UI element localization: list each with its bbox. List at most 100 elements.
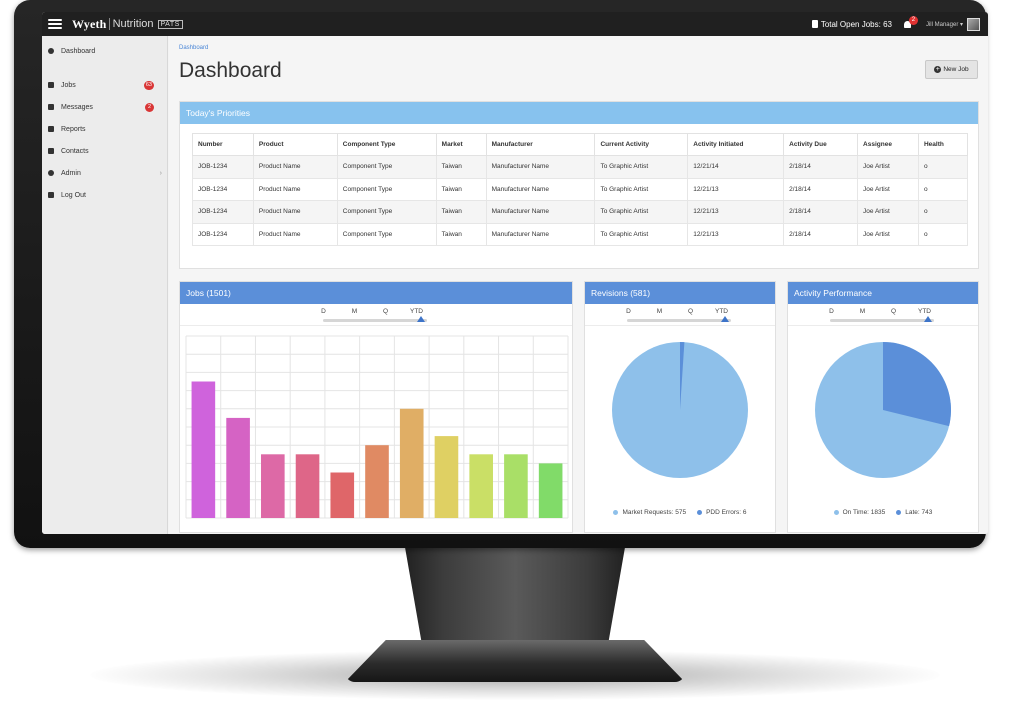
monitor-screen: Wyeth Nutrition PATS Total Open Jobs: 63… [42, 12, 988, 534]
bar[interactable] [399, 408, 424, 518]
sidebar-item-label: Reports [61, 125, 86, 133]
table-cell: Joe Artist [857, 222, 919, 246]
user-menu[interactable]: Jill Manager ▾ [925, 17, 980, 31]
sidebar-item-contacts[interactable]: Contacts [42, 143, 168, 159]
period-slider-thumb[interactable] [924, 316, 932, 322]
bar[interactable] [469, 454, 493, 518]
period-option-ytd[interactable]: YTD [715, 308, 728, 315]
sidebar-item-messages[interactable]: Messages 2 [42, 99, 168, 115]
table-cell: Product Name [252, 155, 338, 179]
period-slider-thumb[interactable] [721, 316, 729, 322]
hamburger-menu-icon[interactable] [48, 19, 62, 29]
period-selector[interactable]: D M Q YTD [585, 304, 775, 326]
period-selector[interactable]: D M Q YTD [180, 304, 572, 326]
jobs-chart-panel: Jobs (1501) D M Q YTD [179, 281, 573, 533]
table-cell: 12/21/14 [687, 155, 785, 179]
table-header-row: Number Product Component Type Market Manufac… [192, 133, 969, 156]
legend-dot-icon [896, 510, 902, 515]
period-labels: D M Q YTD [816, 308, 940, 315]
table-row[interactable]: JOB-1234 Product Name Component Type Taiwan… [192, 177, 969, 201]
sidebar: Dashboard Jobs 63 Messages 2 Reports Con… [42, 36, 168, 534]
legend-item: On Time: 1835 [833, 509, 885, 516]
dashboard-icon [48, 48, 54, 54]
period-option-d[interactable]: D [829, 308, 834, 315]
table-cell: 2/18/14 [783, 177, 859, 201]
user-name: Jill Manager ▾ [925, 21, 963, 28]
period-slider-track[interactable] [627, 316, 731, 322]
monitor-bezel: Wyeth Nutrition PATS Total Open Jobs: 63… [14, 0, 988, 548]
activity-chart-panel: Activity Performance D M Q YTD [787, 281, 979, 533]
period-option-ytd[interactable]: YTD [918, 308, 931, 315]
jobs-bar-chart [185, 335, 569, 519]
column-header[interactable]: Component Type [336, 133, 437, 156]
new-job-button[interactable]: + New Job [925, 60, 978, 79]
table-cell: JOB-1234 [192, 155, 254, 179]
revisions-legend: Market Requests: 575 PDD Errors: 6 [585, 509, 775, 516]
table-cell: Product Name [252, 200, 338, 224]
table-cell: o [917, 155, 969, 179]
period-option-m[interactable]: M [351, 308, 358, 315]
bar[interactable] [226, 417, 250, 518]
bar[interactable] [538, 463, 563, 518]
period-option-m[interactable]: M [656, 308, 663, 315]
sidebar-item-dashboard[interactable]: Dashboard [42, 43, 168, 59]
table-cell: Taiwan [435, 155, 487, 179]
sidebar-item-logout[interactable]: Log Out [42, 187, 168, 203]
breadcrumb[interactable]: Dashboard [179, 45, 209, 51]
period-option-m[interactable]: M [859, 308, 866, 315]
sidebar-item-label: Messages [61, 103, 93, 111]
table-cell: To Graphic Artist [594, 222, 689, 246]
table-row[interactable]: JOB-1234 Product Name Component Type Taiwan… [192, 155, 969, 179]
bar[interactable] [434, 436, 459, 518]
table-cell: To Graphic Artist [594, 177, 689, 201]
column-header[interactable]: Market [435, 133, 487, 156]
period-option-q[interactable]: Q [382, 308, 389, 315]
bar[interactable] [261, 454, 285, 518]
period-option-d[interactable]: D [626, 308, 631, 315]
notifications-button[interactable]: 2 [902, 16, 918, 30]
column-header[interactable]: Activity Due [783, 133, 859, 156]
pie-slice[interactable] [680, 342, 685, 410]
period-labels: D M Q YTD [308, 308, 432, 315]
table-row[interactable]: JOB-1234 Product Name Component Type Taiwan… [192, 222, 969, 246]
table-cell: Component Type [336, 155, 437, 179]
column-header[interactable]: Product [252, 133, 338, 156]
sidebar-item-admin[interactable]: Admin › [42, 165, 168, 181]
activity-pie-chart [815, 342, 951, 478]
table-cell: Taiwan [435, 177, 487, 201]
open-jobs-link[interactable]: Total Open Jobs: 63 [811, 20, 892, 29]
sidebar-item-jobs[interactable]: Jobs 63 [42, 77, 168, 93]
column-header[interactable]: Assignee [857, 133, 919, 156]
table-cell: JOB-1234 [192, 222, 254, 246]
bar[interactable] [330, 472, 355, 519]
period-selector[interactable]: D M Q YTD [788, 304, 978, 326]
bar[interactable] [504, 454, 528, 518]
legend-label: PDD Errors: 6 [706, 509, 747, 516]
period-option-d[interactable]: D [321, 308, 326, 315]
period-slider-track[interactable] [323, 316, 427, 322]
column-header[interactable]: Number [192, 133, 254, 156]
period-slider-track[interactable] [830, 316, 934, 322]
period-option-ytd[interactable]: YTD [410, 308, 423, 315]
period-option-q[interactable]: Q [890, 308, 897, 315]
table-row[interactable]: JOB-1234 Product Name Component Type Taiwan… [192, 200, 969, 224]
column-header[interactable]: Activity Initiated [687, 133, 785, 156]
bar[interactable] [365, 445, 389, 518]
column-header[interactable]: Manufacturer [485, 133, 596, 156]
column-header[interactable]: Current Activity [594, 133, 689, 156]
top-navbar: Wyeth Nutrition PATS Total Open Jobs: 63… [42, 12, 988, 36]
column-header[interactable]: Health [917, 133, 969, 156]
bar[interactable] [295, 454, 320, 518]
period-option-q[interactable]: Q [687, 308, 694, 315]
bell-icon [903, 21, 911, 28]
jobs-chart-title: Jobs (1501) [180, 282, 572, 304]
book-icon [48, 148, 54, 154]
table-cell: 12/21/13 [687, 200, 785, 224]
pie-slice[interactable] [883, 342, 951, 427]
sidebar-item-reports[interactable]: Reports [42, 121, 168, 137]
period-slider-thumb[interactable] [417, 316, 425, 322]
table-cell: o [917, 177, 969, 201]
bar[interactable] [191, 381, 216, 519]
priorities-title: Today's Priorities [180, 102, 978, 124]
legend-label: Market Requests: 575 [622, 509, 687, 516]
